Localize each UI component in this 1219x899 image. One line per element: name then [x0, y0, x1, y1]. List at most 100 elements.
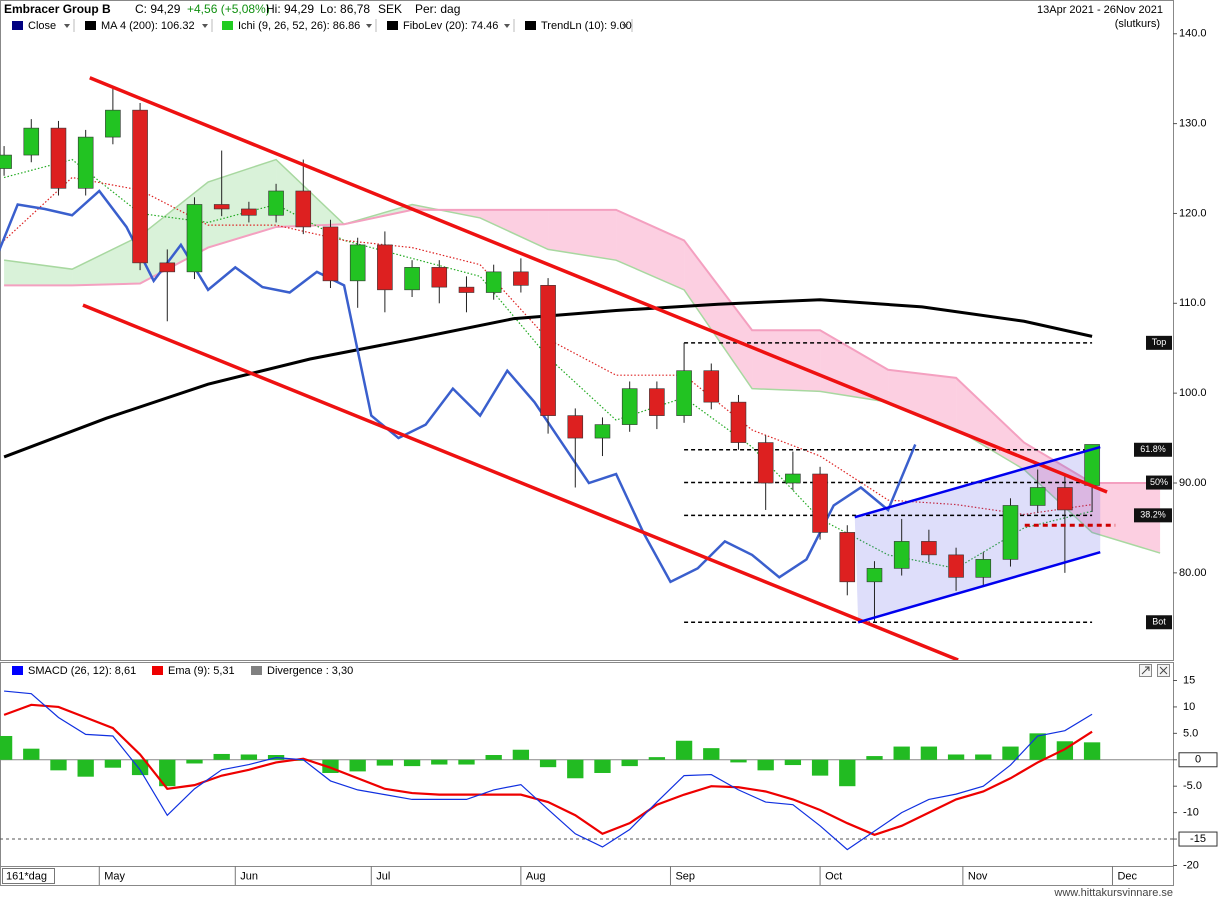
x-tick-label: Aug	[526, 870, 546, 882]
legend-label: Ichi (9, 26, 52, 26): 86.86	[238, 20, 360, 32]
legend-label: Divergence : 3,30	[267, 665, 353, 677]
ma-line	[3, 298, 1093, 459]
x-tick-label: Nov	[968, 870, 988, 882]
x-tick-label: Jul	[376, 870, 390, 882]
fib-label: 61.8%	[1140, 444, 1166, 454]
candle-body	[186, 204, 203, 273]
divergence-bar	[104, 759, 122, 768]
candle-body	[159, 262, 176, 273]
legend-dropdown	[366, 24, 372, 28]
axes: Top 61.8% 50% 38.2% Bot 140.0 130.0 120.0 110.0 1…	[98, 28, 1218, 885]
candle-body	[485, 271, 502, 293]
high-text: Hi: 94,29	[266, 2, 314, 16]
main-plot	[0, 76, 1161, 660]
change-text: +4,56 (+5,08%)	[187, 2, 270, 16]
ichimoku-cloud	[684, 240, 753, 389]
divergence-bar	[730, 759, 747, 763]
candle-body	[132, 109, 148, 264]
candle-body	[1057, 487, 1073, 511]
macd-line	[4, 690, 1093, 851]
x-tick-label: Oct	[825, 870, 842, 882]
y-tick-label: 130.0	[1179, 118, 1207, 130]
legend-label: Ema (9): 5,31	[168, 665, 235, 677]
fib-label: 50%	[1150, 477, 1168, 487]
divergence-bar	[784, 759, 802, 766]
ichimoku-cloud	[888, 369, 957, 430]
legend-swatch	[387, 21, 398, 30]
ichimoku-cloud	[72, 235, 141, 286]
tick-label-box	[1178, 752, 1218, 768]
candle-body	[458, 286, 475, 293]
divergence-bar	[431, 759, 448, 765]
candle-body	[1029, 487, 1046, 506]
y-tick-label: 120.0	[1179, 207, 1207, 219]
y-tick-label: 0	[1195, 754, 1201, 766]
low-text: Lo: 86,78	[320, 2, 370, 16]
icon-glyph	[1141, 666, 1150, 675]
fib-label-box	[1134, 508, 1172, 523]
candle-body	[812, 473, 828, 533]
y-tick-label: 100.0	[1179, 387, 1207, 399]
divergence-bar	[594, 759, 611, 773]
y-tick-label: 140.0	[1179, 28, 1207, 40]
signal-line	[3, 703, 1093, 836]
legend-swatch	[251, 666, 262, 675]
candle-body	[322, 226, 339, 282]
legend-swatch	[222, 21, 233, 30]
legend-label: Close	[28, 20, 56, 32]
divergence-bar	[975, 754, 992, 760]
legend: Close MA 4 (200): 106.32 Ichi (9, 26, 52, …	[12, 19, 633, 677]
currency-text: SEK	[378, 2, 402, 16]
divergence-bar	[621, 759, 638, 767]
candle-body	[295, 190, 312, 228]
candle-body	[703, 370, 720, 403]
ichimoku-cloud	[208, 159, 277, 248]
divergence-bar	[159, 759, 176, 787]
divergence-bar	[349, 759, 366, 772]
candle-body	[513, 271, 529, 286]
price-type: (slutkurs)	[1115, 18, 1160, 30]
x-tick-label: Jun	[240, 870, 258, 882]
candle-body	[975, 559, 992, 578]
legend-swatch	[12, 666, 23, 675]
ichimoku-cloud	[4, 260, 73, 286]
ichimoku-cloud	[956, 377, 1025, 470]
main-panel-border	[0, 0, 1174, 661]
divergence-bar	[485, 755, 502, 760]
trend-line	[857, 550, 1101, 624]
fib-label-box	[1134, 442, 1172, 457]
candle-body	[105, 109, 121, 138]
legend-label: MA 4 (200): 106.32	[101, 20, 195, 32]
fib-label-box	[1146, 475, 1172, 490]
trend-line	[89, 76, 1108, 494]
fib-label: Top	[1152, 337, 1167, 347]
divergence-bar	[512, 749, 530, 760]
y-tick-label: -20	[1183, 859, 1199, 871]
candle-body	[785, 473, 801, 484]
divergence-bar	[703, 748, 720, 760]
trend-line	[82, 303, 959, 660]
close-text: C: 94,29	[135, 2, 181, 16]
fib-label-box	[1146, 335, 1172, 350]
candle-body	[730, 401, 747, 443]
candle-body	[948, 554, 964, 578]
x-tick-label: Dec	[1117, 870, 1137, 882]
y-tick-label: -10	[1183, 807, 1199, 819]
divergence-bar	[675, 740, 693, 760]
divergence-bar	[1029, 733, 1046, 760]
divergence-bar	[811, 759, 829, 776]
y-tick-label: 10	[1183, 701, 1195, 713]
divergence-bar	[866, 756, 883, 760]
y-tick-label: 90.00	[1179, 477, 1207, 489]
candle-body	[349, 244, 366, 282]
divergence-bar	[1056, 741, 1074, 760]
x-tick-label: May	[104, 870, 125, 882]
legend-label: TrendLn (10): 9.00	[541, 20, 632, 32]
candle-body	[676, 370, 692, 416]
divergence-bar	[947, 754, 965, 760]
candle-body	[213, 204, 230, 210]
date-axis-border	[0, 866, 1174, 886]
candle-body	[268, 190, 284, 216]
candle-body	[404, 267, 420, 291]
tick-label-box	[1178, 831, 1218, 847]
